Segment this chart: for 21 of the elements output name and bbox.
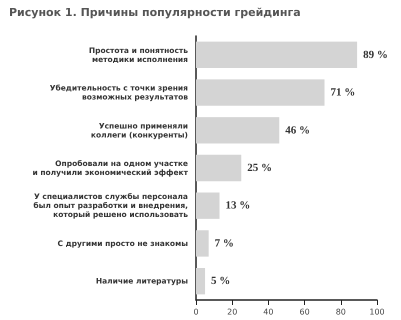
bar [196,268,206,294]
x-tick-label: 80 [336,308,346,316]
chart-title: Рисунок 1. Причины популярности грейдинга [9,6,301,19]
x-tick-label: 40 [263,308,274,316]
data-label: 5 % [211,275,230,288]
x-tick-label: 20 [227,308,238,316]
data-label: 46 % [285,124,310,136]
bar [196,42,358,68]
x-tick-label: 0 [193,308,199,316]
bar [196,192,220,219]
data-label: 71 % [330,86,356,99]
data-label: 7 % [214,237,234,250]
bar [196,154,242,182]
x-tick-label: 100 [369,308,385,316]
data-label: 25 % [247,162,272,174]
data-label: 89 % [363,48,388,61]
x-tick-label: 60 [300,308,310,316]
bar [196,230,209,257]
bar [196,79,325,106]
data-label: 13 % [226,200,250,212]
bar [196,117,280,144]
